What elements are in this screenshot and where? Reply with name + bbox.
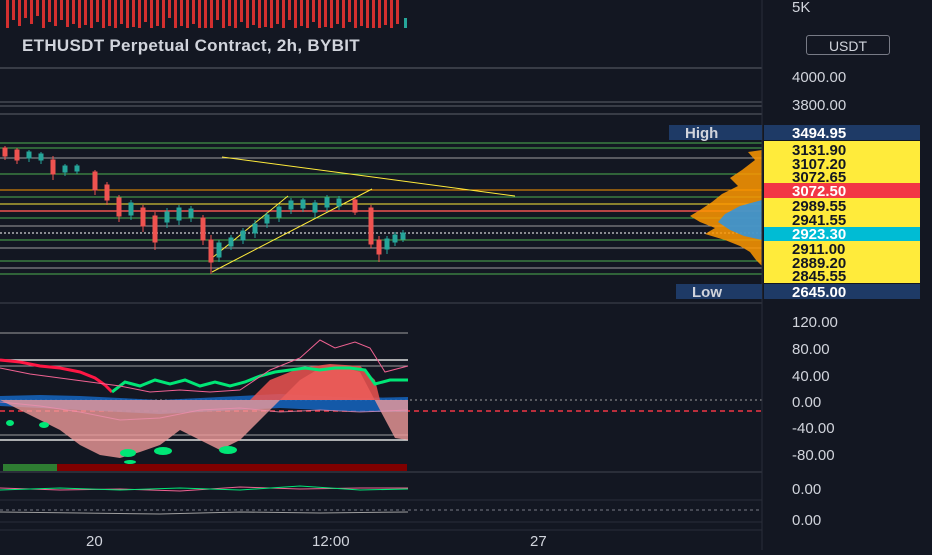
yellow-levels-lower-bg — [764, 198, 920, 227]
current-price: 2923.30 — [792, 226, 846, 243]
time-tick-20: 20 — [86, 533, 103, 550]
high-tag-bg — [669, 125, 762, 140]
oscillator-dots — [6, 420, 237, 464]
yellow-levels-bg — [764, 141, 920, 183]
high-value: 3494.95 — [792, 125, 846, 142]
level-2941: 2941.55 — [792, 212, 846, 229]
candles — [2, 146, 406, 274]
level-2845: 2845.55 — [792, 268, 846, 285]
osc-tick-minus40: -40.00 — [792, 420, 835, 437]
low-tag-bg — [676, 284, 762, 299]
trend-strip-red — [57, 464, 407, 471]
high-tag: High — [685, 125, 718, 142]
price-tick-3800: 3800.00 — [792, 97, 846, 114]
trend-lines — [211, 156, 516, 273]
osc-tick-0: 0.00 — [792, 394, 821, 411]
osc-tick-minus80: -80.00 — [792, 447, 835, 464]
level-3072-65: 3072.65 — [792, 169, 846, 186]
low-tag: Low — [692, 284, 722, 301]
level-2889: 2889.20 — [792, 255, 846, 272]
high-value-bg — [764, 125, 920, 140]
osc-tick-120: 120.00 — [792, 314, 838, 331]
current-price-bg — [764, 227, 920, 241]
currency-button[interactable]: USDT — [806, 35, 890, 55]
osc-tick-80: 80.00 — [792, 341, 830, 358]
time-tick-1200: 12:00 — [312, 533, 350, 550]
sub-pane-lines — [0, 485, 762, 515]
price-level-lines — [0, 67, 762, 275]
volume-bars — [6, 0, 399, 28]
level-3131: 3131.90 — [792, 142, 846, 159]
level-2989: 2989.55 — [792, 198, 846, 215]
oscillator-areas — [0, 364, 409, 458]
level-3107: 3107.20 — [792, 156, 846, 173]
alert-price: 3072.50 — [792, 183, 846, 200]
sub-tick-0-a: 0.00 — [792, 481, 821, 498]
price-tick-4000: 4000.00 — [792, 69, 846, 86]
sub-tick-0-b: 0.00 — [792, 512, 821, 529]
low-value-bg — [764, 284, 920, 299]
time-tick-27: 27 — [530, 533, 547, 550]
level-2911: 2911.00 — [792, 241, 845, 258]
volume-profile — [690, 150, 762, 266]
volume-bar-last — [404, 18, 407, 28]
low-value: 2645.00 — [792, 284, 846, 301]
alert-price-bg — [764, 183, 920, 198]
trend-strip-green — [3, 464, 57, 471]
yellow-levels-bottom-bg — [764, 241, 920, 283]
osc-tick-40: 40.00 — [792, 368, 830, 385]
volume-axis-label: 5K — [792, 0, 810, 16]
chart-title: ETHUSDT Perpetual Contract, 2h, BYBIT — [22, 36, 360, 55]
oscillator-lines — [0, 339, 409, 394]
